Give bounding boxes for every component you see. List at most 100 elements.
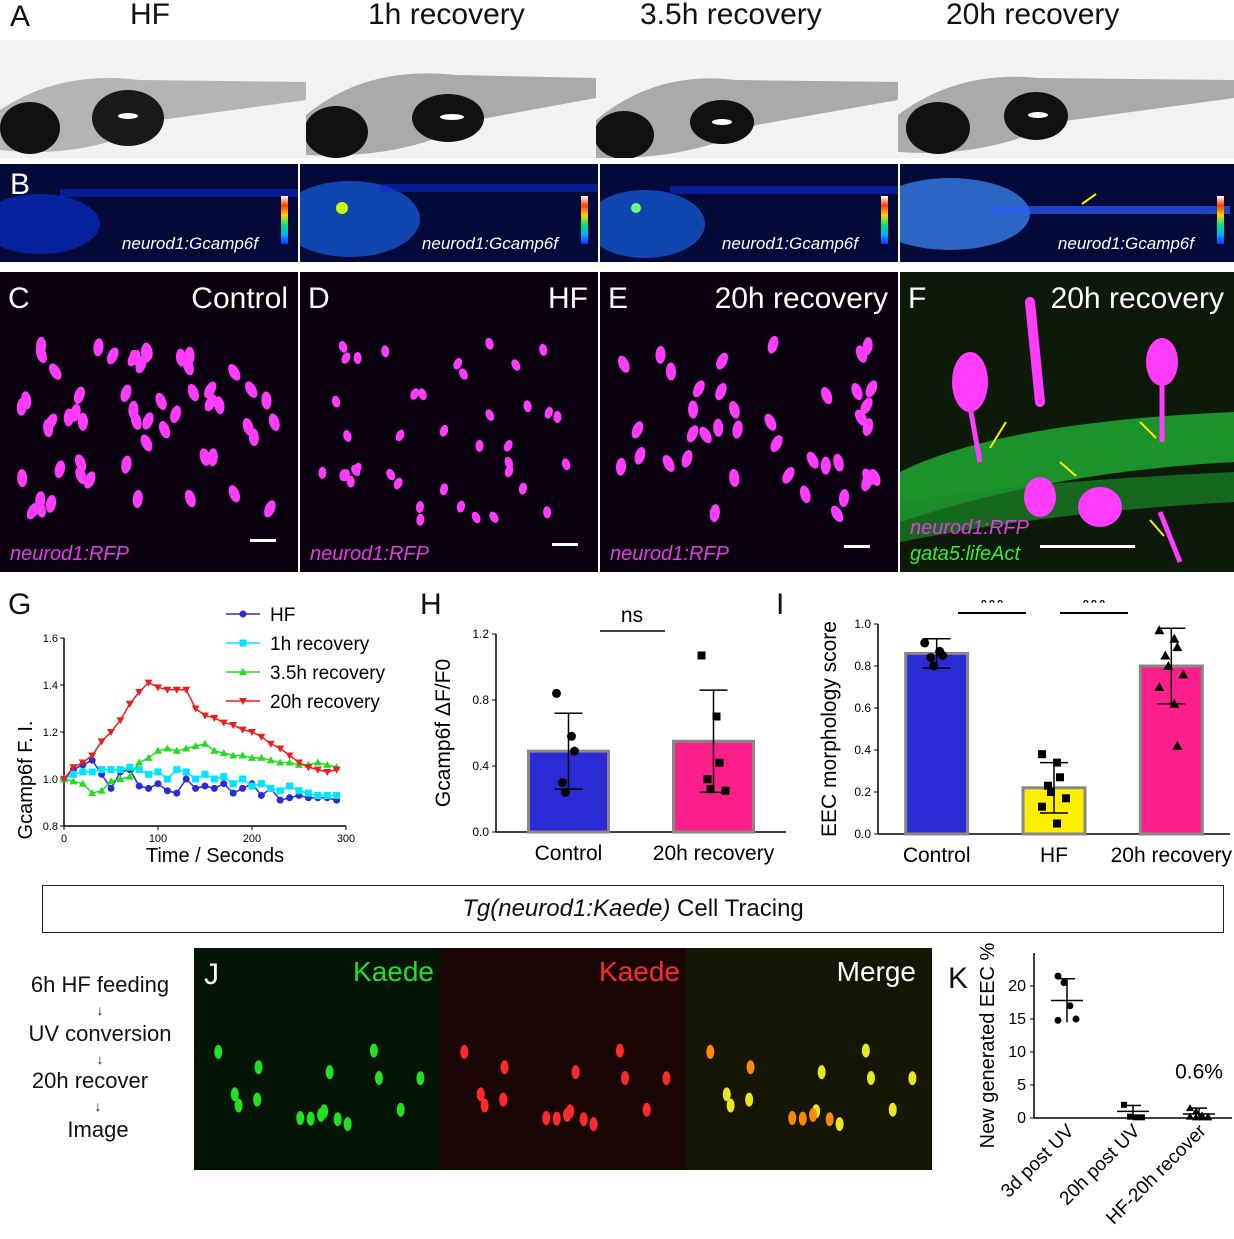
eec-cell <box>395 429 405 442</box>
eec-cell <box>54 460 66 479</box>
calcium-image-hf: B neurod1:Gcamp6f <box>0 164 298 262</box>
chart-i-point <box>1172 642 1183 652</box>
chart-g-ytick-label: 1.4 <box>43 680 58 692</box>
eec-cell <box>43 419 54 438</box>
chart-g-point <box>314 791 322 799</box>
kaede-cell <box>615 1043 624 1058</box>
chart-g-point <box>286 794 294 802</box>
scale-bar <box>250 539 276 542</box>
chart-g-point <box>163 744 172 752</box>
chart-k-ytick-label: 0 <box>1017 1110 1026 1127</box>
eec-cell <box>453 357 463 370</box>
eec-cell <box>386 468 396 481</box>
chart-g-point <box>323 768 332 776</box>
chart-g-point <box>97 738 106 746</box>
eec-cell <box>855 345 868 363</box>
chart-k-ytick-label: 20 <box>1008 978 1026 995</box>
fish-image-20h <box>898 40 1234 158</box>
eec-cell <box>504 465 514 478</box>
chart-k-point <box>1127 1113 1133 1120</box>
chart-g-point <box>332 766 341 774</box>
eec-cell <box>543 506 552 519</box>
chart-i-point <box>1056 773 1064 782</box>
cells-f <box>900 297 1234 563</box>
chart-g-point <box>116 717 125 725</box>
chart-h-point <box>715 758 724 767</box>
eec-cell <box>416 513 425 526</box>
chart-i-bar <box>904 651 970 836</box>
chart-g-point <box>210 775 218 783</box>
chart-g-point <box>163 775 171 783</box>
eec-cell <box>341 352 351 364</box>
eec-cell <box>503 439 513 452</box>
eec-cell <box>782 467 795 484</box>
eec-cell <box>142 412 154 430</box>
eec-cell <box>207 448 218 467</box>
chart-g-point <box>285 752 294 760</box>
chart-g-point <box>98 766 106 774</box>
kaede-cell <box>745 1092 754 1107</box>
kaede-merge-image: Merge <box>686 948 932 1170</box>
kaede-cell <box>230 1087 239 1102</box>
panel-k-label: K <box>948 962 969 995</box>
chart-g-point <box>69 770 77 778</box>
chart-i-ytick-label: 0.6 <box>854 701 871 715</box>
chart-g-point <box>276 787 284 795</box>
eec-cell <box>204 381 217 399</box>
eec-cell <box>681 450 693 468</box>
chart-i-point <box>920 638 930 648</box>
chart-g-point <box>144 753 153 761</box>
chart-h-category-label: Control <box>535 842 603 865</box>
chart-g-xlabel: Time / Seconds <box>146 845 284 867</box>
kaede-cell <box>835 1117 844 1132</box>
chart-g-point <box>229 789 237 797</box>
chart-i-ytick-label: 0.0 <box>854 827 871 841</box>
kaede-red-image: Kaede <box>440 948 686 1170</box>
kaede-cell <box>706 1044 715 1059</box>
panel-b-label: B <box>10 168 31 201</box>
flow-step-4: Image <box>67 1117 129 1142</box>
eec-cell <box>214 396 225 415</box>
chart-g-point <box>229 721 238 729</box>
chart-i-point <box>1062 794 1070 803</box>
eec-cell <box>204 394 217 412</box>
kaede-cell <box>620 1071 629 1086</box>
flow-arrow-icon: ↓ <box>96 1002 104 1018</box>
eec-cell <box>655 345 666 364</box>
gcamp-tag-3-5h: neurod1:Gcamp6f <box>721 234 858 253</box>
chart-g-point <box>201 770 209 778</box>
chart-g-point <box>333 791 341 799</box>
eec-cell <box>415 501 424 513</box>
chart-g-point <box>144 679 153 687</box>
chart-g-point <box>69 777 78 785</box>
eec-cell <box>120 384 132 402</box>
chart-g-point <box>125 700 134 708</box>
panel-e-tag: neurod1:RFP <box>610 543 729 565</box>
eec-cell <box>861 473 873 492</box>
chart-i-point <box>1038 802 1046 811</box>
chart-g-ytick-label: 1.6 <box>43 633 58 645</box>
chart-g-point <box>173 789 181 797</box>
chart-h-point <box>703 775 712 784</box>
chart-i-point <box>1160 650 1171 660</box>
chart-g-point <box>248 753 256 761</box>
eec-cell <box>688 400 699 419</box>
flow-arrow-icon: ↓ <box>96 1051 104 1067</box>
chart-i-category-label: 20h recovery <box>1111 844 1233 867</box>
cells-e <box>615 335 881 523</box>
chart-g-point <box>266 756 275 764</box>
panel-j-label: J <box>204 958 219 991</box>
eec-cell <box>393 477 403 490</box>
chart-i-point <box>1169 698 1180 708</box>
eec-cell <box>662 455 675 472</box>
eec-cell <box>170 405 181 424</box>
fish-image-hf <box>0 40 306 158</box>
eec-cell <box>615 457 627 476</box>
chart-g-point <box>135 758 144 766</box>
chart-g-point <box>172 746 181 754</box>
chart-g-point <box>295 787 303 795</box>
eec-cell <box>338 341 348 353</box>
panel-c-label: C <box>8 282 30 315</box>
chart-k-point <box>1204 1113 1212 1121</box>
calcium-image-20h: neurod1:Gcamp6f <box>900 164 1234 262</box>
